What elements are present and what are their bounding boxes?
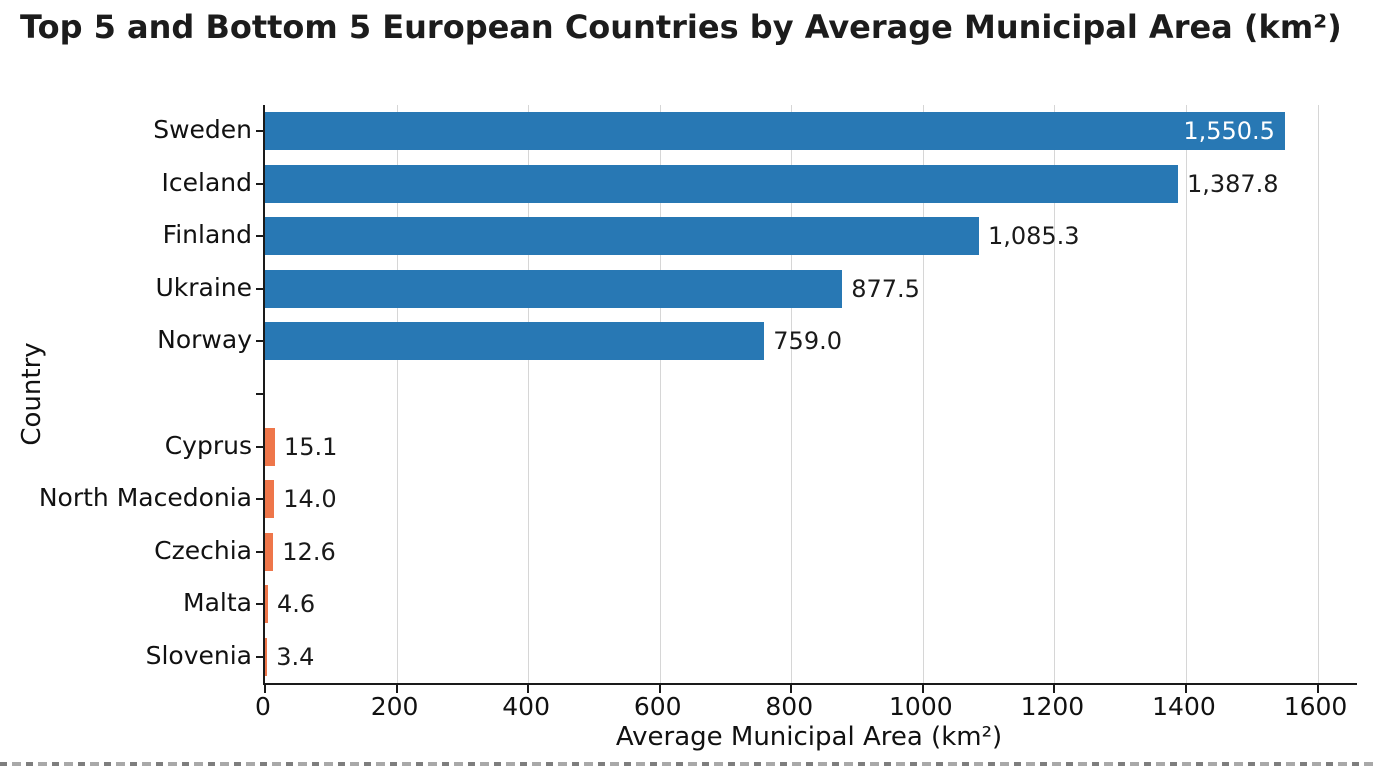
bar-value-label: 14.0 bbox=[283, 485, 337, 514]
y-tick-mark bbox=[256, 130, 264, 133]
y-tick-label: Slovenia bbox=[145, 640, 252, 670]
gridline-x-200 bbox=[396, 105, 398, 683]
y-tick-mark bbox=[256, 550, 264, 553]
x-tick-mark bbox=[527, 685, 530, 693]
x-tick-mark bbox=[921, 685, 924, 693]
y-tick-mark bbox=[256, 340, 264, 343]
gridline-x-600 bbox=[659, 105, 661, 683]
y-tick-mark bbox=[256, 393, 264, 395]
bar-iceland bbox=[265, 164, 1178, 203]
bar-value-label: 12.6 bbox=[282, 537, 336, 566]
bar-norway bbox=[265, 322, 765, 361]
y-tick-label: Iceland bbox=[161, 167, 252, 197]
gridline-x-1400 bbox=[1185, 105, 1187, 683]
gridline-x-400 bbox=[528, 105, 530, 683]
bar-ukraine bbox=[265, 269, 843, 308]
x-tick-mark bbox=[1184, 685, 1187, 693]
bar-sweden bbox=[265, 112, 1285, 151]
x-tick-label: 400 bbox=[502, 692, 550, 721]
y-tick-label: Malta bbox=[183, 588, 252, 618]
x-tick-mark bbox=[658, 685, 661, 693]
bar-czechia bbox=[265, 532, 274, 571]
y-tick-mark bbox=[256, 655, 264, 658]
gridline-x-800 bbox=[791, 105, 793, 683]
x-tick-mark bbox=[790, 685, 793, 693]
bar-value-label: 4.6 bbox=[277, 590, 316, 619]
bottom-artifact-strip bbox=[0, 762, 1376, 766]
y-tick-label: Ukraine bbox=[155, 272, 252, 302]
y-tick-label: Cyprus bbox=[164, 430, 252, 460]
bar-value-label: 1,387.8 bbox=[1186, 169, 1279, 198]
x-tick-mark bbox=[395, 685, 398, 693]
y-tick-labels: Sweden Iceland Finland Ukraine Norway Cyprus N… bbox=[0, 105, 252, 683]
bar-value-label: 3.4 bbox=[276, 642, 315, 671]
x-tick-mark bbox=[1053, 685, 1056, 693]
y-tick-mark bbox=[256, 603, 264, 606]
y-tick-label: Sweden bbox=[153, 115, 252, 145]
x-tick-label: 1000 bbox=[889, 692, 953, 721]
y-tick-mark bbox=[256, 498, 264, 501]
y-tick-mark bbox=[256, 287, 264, 290]
y-tick-mark bbox=[256, 445, 264, 448]
y-tick-label: North Macedonia bbox=[38, 483, 252, 513]
x-tick-labels: 0 200 400 600 800 1000 1200 1400 1600 bbox=[255, 692, 1355, 722]
x-tick-label: 0 bbox=[255, 692, 271, 721]
gridline-x-1200 bbox=[1054, 105, 1056, 683]
y-tick-label: Czechia bbox=[154, 535, 252, 565]
x-tick-mark bbox=[1316, 685, 1319, 693]
gridline-x-1600 bbox=[1317, 105, 1319, 683]
bar-finland bbox=[265, 217, 979, 256]
x-tick-label: 1600 bbox=[1283, 692, 1348, 721]
bar-value-label: 759.0 bbox=[773, 327, 842, 356]
x-tick-label: 800 bbox=[765, 692, 814, 721]
bar-slovenia bbox=[265, 637, 268, 676]
y-tick-label: Norway bbox=[157, 325, 252, 355]
bar-value-label: 1,550.5 bbox=[1183, 117, 1275, 146]
gridline-x-1000 bbox=[922, 105, 924, 683]
bar-cyprus bbox=[265, 427, 275, 466]
x-axis-title: Average Municipal Area (km²) bbox=[615, 722, 1003, 752]
bar-malta bbox=[265, 585, 269, 624]
bar-value-label: 15.1 bbox=[283, 432, 338, 461]
y-tick-mark bbox=[256, 235, 264, 238]
x-tick-label: 600 bbox=[633, 692, 682, 721]
y-tick-mark bbox=[256, 182, 264, 185]
x-tick-mark bbox=[264, 685, 266, 693]
x-tick-label: 1400 bbox=[1152, 692, 1216, 721]
x-tick-label: 1200 bbox=[1020, 692, 1085, 721]
bar-value-label: 1,085.3 bbox=[987, 222, 1080, 251]
plot-area: 1,550.5 1,387.8 1,085.3 877.5 759.0 15.1 14.0 1… bbox=[256, 105, 1357, 693]
y-tick-label: Finland bbox=[162, 220, 252, 250]
x-tick-label: 200 bbox=[370, 692, 419, 721]
bar-north-macedonia bbox=[265, 480, 275, 519]
chart-title: Top 5 and Bottom 5 European Countries by… bbox=[20, 8, 1342, 46]
bar-value-label: 877.5 bbox=[851, 274, 920, 303]
